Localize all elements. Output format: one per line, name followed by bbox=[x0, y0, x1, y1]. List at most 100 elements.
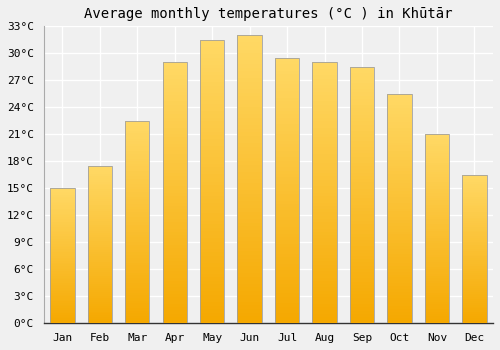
Bar bbox=[162, 219, 187, 222]
Bar bbox=[162, 121, 187, 124]
Bar bbox=[462, 307, 486, 308]
Bar bbox=[388, 263, 411, 266]
Bar bbox=[275, 287, 299, 290]
Bar bbox=[312, 196, 336, 200]
Bar bbox=[162, 137, 187, 141]
Bar bbox=[388, 220, 411, 223]
Bar bbox=[88, 227, 112, 229]
Bar bbox=[275, 194, 299, 197]
Bar bbox=[388, 217, 411, 220]
Bar bbox=[50, 295, 74, 296]
Bar bbox=[424, 181, 449, 184]
Bar bbox=[350, 243, 374, 246]
Bar bbox=[275, 101, 299, 104]
Bar bbox=[238, 309, 262, 313]
Bar bbox=[462, 190, 486, 191]
Bar bbox=[50, 312, 74, 313]
Bar bbox=[88, 254, 112, 257]
Bar bbox=[350, 256, 374, 259]
Bar bbox=[200, 54, 224, 57]
Bar bbox=[125, 255, 150, 258]
Bar bbox=[162, 320, 187, 323]
Bar bbox=[462, 208, 486, 210]
Bar bbox=[350, 144, 374, 147]
Bar bbox=[424, 264, 449, 267]
Bar bbox=[312, 300, 336, 304]
Bar bbox=[275, 313, 299, 317]
Bar bbox=[125, 212, 150, 215]
Bar bbox=[200, 111, 224, 114]
Bar bbox=[312, 95, 336, 98]
Bar bbox=[88, 237, 112, 239]
Bar bbox=[424, 252, 449, 255]
Bar bbox=[200, 178, 224, 182]
Bar bbox=[200, 86, 224, 89]
Bar bbox=[462, 260, 486, 262]
Bar bbox=[50, 320, 74, 322]
Bar bbox=[50, 234, 74, 236]
Bar bbox=[200, 199, 224, 203]
Bar bbox=[200, 224, 224, 228]
Bar bbox=[275, 267, 299, 270]
Bar bbox=[275, 227, 299, 230]
Bar bbox=[424, 283, 449, 286]
Bar bbox=[125, 199, 150, 202]
Bar bbox=[312, 92, 336, 95]
Bar bbox=[350, 301, 374, 304]
Bar bbox=[50, 303, 74, 305]
Bar bbox=[50, 232, 74, 234]
Bar bbox=[424, 172, 449, 174]
Bar bbox=[462, 305, 486, 307]
Bar bbox=[424, 151, 449, 153]
Bar bbox=[312, 167, 336, 170]
Bar bbox=[162, 85, 187, 89]
Bar bbox=[238, 316, 262, 320]
Bar bbox=[162, 307, 187, 310]
Bar bbox=[125, 270, 150, 273]
Bar bbox=[275, 107, 299, 111]
Bar bbox=[388, 160, 411, 163]
Bar bbox=[275, 310, 299, 313]
Bar bbox=[50, 288, 74, 289]
Bar bbox=[388, 223, 411, 226]
Bar bbox=[350, 281, 374, 285]
Bar bbox=[125, 207, 150, 209]
Bar bbox=[424, 196, 449, 198]
Bar bbox=[162, 287, 187, 291]
Bar bbox=[200, 203, 224, 206]
Bar bbox=[50, 219, 74, 220]
Bar bbox=[388, 99, 411, 103]
Bar bbox=[88, 313, 112, 315]
Bar bbox=[424, 245, 449, 248]
Bar bbox=[275, 78, 299, 81]
Title: Average monthly temperatures (°C ) in Khūtār: Average monthly temperatures (°C ) in Kh… bbox=[84, 7, 452, 21]
Bar bbox=[462, 314, 486, 316]
Bar bbox=[424, 316, 449, 318]
Bar bbox=[200, 104, 224, 107]
Bar bbox=[275, 161, 299, 164]
Bar bbox=[50, 285, 74, 286]
Bar bbox=[125, 204, 150, 207]
Bar bbox=[350, 163, 374, 166]
Bar bbox=[275, 297, 299, 300]
Bar bbox=[88, 302, 112, 304]
Bar bbox=[238, 219, 262, 223]
Bar bbox=[350, 89, 374, 92]
Bar bbox=[275, 184, 299, 187]
Bar bbox=[312, 170, 336, 173]
Bar bbox=[424, 248, 449, 250]
Bar bbox=[162, 248, 187, 252]
Bar bbox=[350, 156, 374, 160]
Bar bbox=[388, 128, 411, 131]
Bar bbox=[200, 288, 224, 292]
Bar bbox=[275, 154, 299, 158]
Bar bbox=[125, 209, 150, 212]
Bar bbox=[162, 163, 187, 167]
Bar bbox=[388, 237, 411, 240]
Bar bbox=[50, 264, 74, 266]
Bar bbox=[312, 62, 336, 323]
Bar bbox=[50, 306, 74, 308]
Bar bbox=[200, 68, 224, 72]
Bar bbox=[312, 297, 336, 301]
Bar bbox=[462, 240, 486, 242]
